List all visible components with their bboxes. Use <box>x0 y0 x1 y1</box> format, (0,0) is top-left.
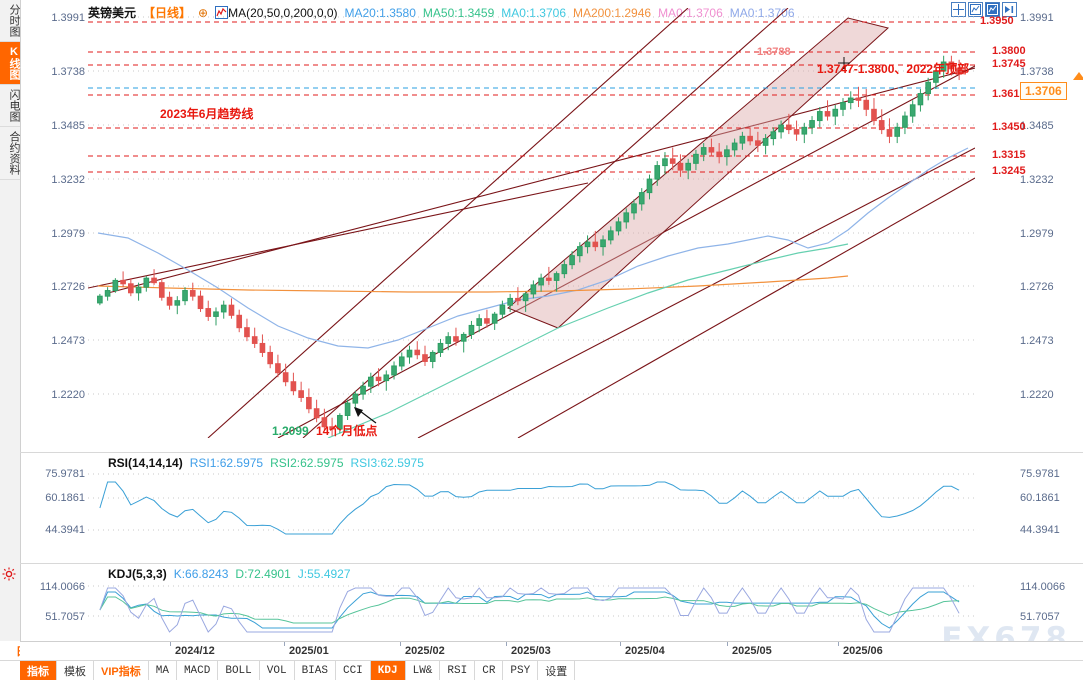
level-label-1.3800: 1.3800 <box>992 45 1026 57</box>
resistance-zone-label: 1.3747-1.3800、2022年顶部 <box>817 62 970 76</box>
chart-scroll-end-button[interactable] <box>1002 2 1017 17</box>
time-tick-5: 2025/05 <box>732 645 772 657</box>
chart-header-legend: 英镑美元 【日线】 ⊕ MA(20,50,0,200,0,0) MA20:1.3580 M… <box>88 4 795 21</box>
toolbar-item-indicators[interactable]: 指标 <box>20 661 57 680</box>
price-tick-left-1: 1.3738 <box>51 66 85 78</box>
price-tick-right-1: 1.3738 <box>1020 66 1054 78</box>
toolbar-item-templates[interactable]: 模板 <box>57 661 94 680</box>
chart-fit-right-button[interactable] <box>985 2 1000 17</box>
toolbar-item-ma[interactable]: MA <box>149 661 177 680</box>
price-direction-up-icon <box>1073 72 1083 80</box>
toolbar-item-vip-indicators[interactable]: VIP指标 <box>94 661 149 680</box>
trendline-2023-label: 2023年6月趋势线 <box>160 107 254 121</box>
rsi-tick-left-1: 60.1861 <box>45 492 85 504</box>
chart-fit-left-button[interactable] <box>968 2 983 17</box>
time-tick-3: 2025/03 <box>511 645 551 657</box>
price-tick-left-7: 1.2220 <box>51 389 85 401</box>
kdj-title: KDJ(5,3,3) <box>108 567 167 581</box>
rsi-plot[interactable] <box>88 468 975 552</box>
price-tick-left-3: 1.3232 <box>51 174 85 186</box>
rsi3-value: RSI3:62.5975 <box>350 456 424 470</box>
price-tick-right-6: 1.2473 <box>1020 335 1054 347</box>
level-label-1.3450: 1.3450 <box>992 121 1026 133</box>
ma0-value-b: MA0:1.3706 <box>658 6 723 20</box>
price-tick-left-0: 1.3991 <box>51 12 85 24</box>
rsi2-value: RSI2:62.5975 <box>270 456 344 470</box>
price-tick-left-2: 1.3485 <box>51 120 85 132</box>
ma200-value: MA200:1.2946 <box>573 6 652 20</box>
price-tick-right-2: 1.3485 <box>1020 120 1054 132</box>
14-month-low-label: 14个月低点 <box>316 424 378 438</box>
ma0-value-a: MA0:1.3706 <box>501 6 566 20</box>
rsi1-value: RSI1:62.5975 <box>189 456 264 470</box>
time-tick-1: 2025/01 <box>289 645 329 657</box>
current-price-tag: 1.3706 <box>1020 82 1067 100</box>
low-point-price-label: 1.2099 <box>272 424 309 438</box>
kdj-legend: KDJ(5,3,3) K:66.8243 D:72.4901 J:55.4927 <box>108 567 351 581</box>
main-price-plot[interactable] <box>88 8 975 438</box>
kdj-d-value: D:72.4901 <box>235 567 291 581</box>
price-tick-right-4: 1.2979 <box>1020 228 1054 240</box>
level-label-1.3745: 1.3745 <box>992 58 1026 70</box>
chart-canvas-area[interactable]: 1.3991 1.3738 1.3485 1.3232 1.2979 1.272… <box>20 0 1083 660</box>
symbol-name: 英镑美元 <box>88 6 137 20</box>
sidebar-item-timeshare[interactable]: 分时图 <box>0 0 20 42</box>
period-label: 【日线】 <box>143 6 192 20</box>
toolbar-item-vol[interactable]: VOL <box>260 661 295 680</box>
kdj-tick-right-0: 114.0066 <box>1020 581 1066 593</box>
kdj-k-value: K:66.8243 <box>173 567 229 581</box>
crosshair-icon[interactable]: ⊕ <box>198 6 209 20</box>
rsi-title: RSI(14,14,14) <box>108 456 183 470</box>
kdj-tick-right-1: 51.7057 <box>1020 611 1060 623</box>
time-axis: 2024/12 2025/01 2025/02 2025/03 2025/04 … <box>20 641 1083 662</box>
level-label-1.3950: 1.3950 <box>980 15 1014 27</box>
time-tick-2: 2025/02 <box>405 645 445 657</box>
time-tick-6: 2025/06 <box>843 645 883 657</box>
left-sidebar: 分时图 K线图 闪电图 合约资料 <box>0 0 21 660</box>
price-tick-right-7: 1.2220 <box>1020 389 1054 401</box>
price-tick-right-0: 1.3991 <box>1020 12 1054 24</box>
toolbar-item-psy[interactable]: PSY <box>503 661 539 680</box>
peak-price-label: 1.3788 <box>757 46 791 58</box>
rsi-tick-right-0: 75.9781 <box>1020 468 1060 480</box>
sidebar-item-lightning[interactable]: 闪电图 <box>0 85 20 127</box>
kdj-j-value: J:55.4927 <box>297 567 351 581</box>
kdj-tick-left-1: 51.7057 <box>45 611 85 623</box>
rsi-legend: RSI(14,14,14) RSI1:62.5975 RSI2:62.5975 RSI… <box>108 456 424 470</box>
toolbar-item-cr[interactable]: CR <box>475 661 504 680</box>
ma50-value: MA50:1.3459 <box>422 6 495 20</box>
toolbar-item-cci[interactable]: CCI <box>336 661 371 680</box>
kdj-tick-left-0: 114.0066 <box>39 581 85 593</box>
level-label-1.3245: 1.3245 <box>992 165 1026 177</box>
toolbar-item-rsi[interactable]: RSI <box>440 661 476 680</box>
toolbar-item-boll[interactable]: BOLL <box>218 661 260 680</box>
level-label-1.3615: 1.3615 <box>992 88 1026 100</box>
toolbar-item-lwr[interactable]: LW& <box>406 661 441 680</box>
sidebar-item-kline[interactable]: K线图 <box>0 42 20 85</box>
price-tick-left-5: 1.2726 <box>51 281 85 293</box>
toolbar-item-bias[interactable]: BIAS <box>295 661 336 680</box>
price-tick-right-3: 1.3232 <box>1020 174 1054 186</box>
indicator-toolbar: 指标 模板 VIP指标 MA MACD BOLL VOL BIAS CCI KD… <box>0 660 1083 680</box>
toolbar-item-macd[interactable]: MACD <box>177 661 219 680</box>
time-tick-0: 2024/12 <box>175 645 215 657</box>
kdj-plot[interactable] <box>88 584 975 636</box>
level-label-1.3315: 1.3315 <box>992 149 1026 161</box>
sidebar-item-contract-info[interactable]: 合约资料 <box>0 127 20 180</box>
price-tick-left-4: 1.2979 <box>51 228 85 240</box>
price-tick-left-6: 1.2473 <box>51 335 85 347</box>
rsi-tick-left-2: 44.3941 <box>45 524 85 536</box>
rsi-tick-right-1: 60.1861 <box>1020 492 1060 504</box>
price-tick-right-5: 1.2726 <box>1020 281 1054 293</box>
settings-sun-icon[interactable] <box>2 567 16 581</box>
rsi-tick-left-0: 75.9781 <box>45 468 85 480</box>
toolbar-item-kdj[interactable]: KDJ <box>370 661 406 680</box>
rsi-tick-right-2: 44.3941 <box>1020 524 1060 536</box>
toolbar-item-settings[interactable]: 设置 <box>538 661 576 680</box>
time-tick-4: 2025/04 <box>625 645 665 657</box>
ma-formula: MA(20,50,0,200,0,0) <box>228 6 338 20</box>
ma-indicator-icon[interactable] <box>215 6 229 19</box>
